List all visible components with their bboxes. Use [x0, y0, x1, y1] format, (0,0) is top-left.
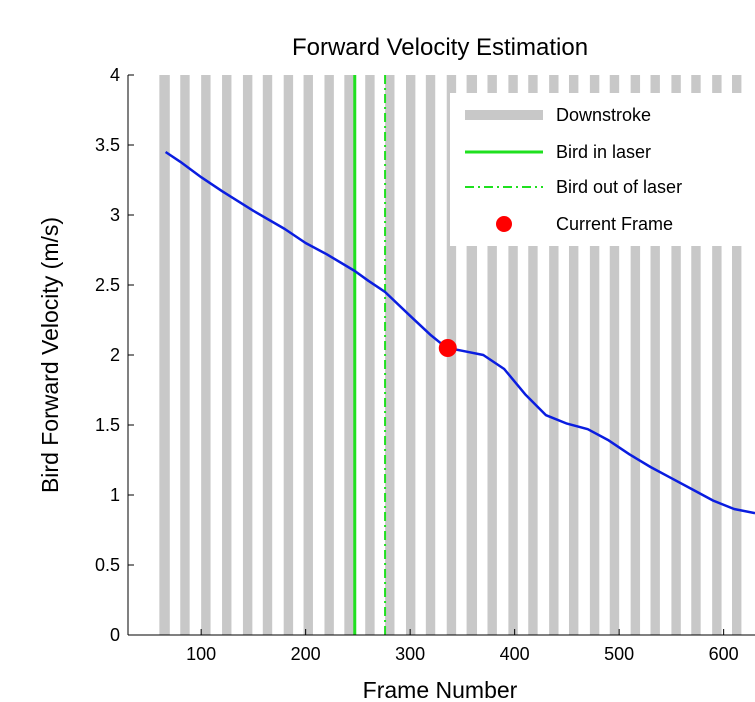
x-tick-label: 200	[291, 644, 321, 664]
downstroke-band	[650, 75, 660, 635]
downstroke-band	[201, 75, 211, 635]
downstroke-band	[549, 75, 559, 635]
chart-title: Forward Velocity Estimation	[292, 34, 588, 61]
downstroke-band	[466, 75, 478, 635]
downstroke-band	[405, 75, 416, 635]
downstroke-band	[262, 75, 273, 635]
downstroke-band	[303, 75, 313, 635]
downstroke-band	[508, 75, 518, 635]
y-tick-label: 1	[110, 485, 120, 505]
downstroke-band	[242, 75, 253, 635]
y-tick-label: 3	[110, 205, 120, 225]
downstroke-band	[385, 75, 395, 635]
downstroke-band	[425, 75, 436, 635]
downstroke-band	[528, 75, 538, 635]
x-tick-label: 500	[604, 644, 634, 664]
downstroke-band	[344, 75, 354, 635]
downstroke-band	[159, 75, 170, 635]
downstroke-band	[671, 75, 681, 635]
legend-label: Downstroke	[556, 105, 651, 125]
current-frame-layer	[438, 339, 457, 357]
current-frame-marker	[438, 339, 457, 357]
x-tick-label: 100	[186, 644, 216, 664]
downstroke-band	[283, 75, 294, 635]
y-tick-label: 0.5	[95, 555, 120, 575]
y-tick-label: 3.5	[95, 135, 120, 155]
y-tick-label: 4	[110, 65, 120, 85]
downstroke-band	[180, 75, 190, 635]
x-tick-label: 600	[709, 644, 739, 664]
x-axis-label: Frame Number	[363, 677, 518, 702]
legend-label: Bird in laser	[556, 142, 651, 162]
legend-label: Bird out of laser	[556, 177, 682, 197]
downstroke-band	[589, 75, 600, 635]
downstroke-band	[712, 75, 722, 635]
legend-swatch-downstroke	[465, 110, 543, 120]
downstroke-bands	[159, 75, 742, 635]
laser-lines	[353, 75, 387, 635]
downstroke-band	[732, 75, 742, 635]
y-tick-label: 1.5	[95, 415, 120, 435]
x-tick-label: 400	[500, 644, 530, 664]
legend-label: Current Frame	[556, 214, 673, 234]
y-tick-label: 2.5	[95, 275, 120, 295]
downstroke-band	[324, 75, 334, 635]
downstroke-band	[487, 75, 497, 635]
downstroke-band	[609, 75, 620, 635]
downstroke-band	[691, 75, 701, 635]
downstroke-band	[630, 75, 641, 635]
y-tick-label: 0	[110, 625, 120, 645]
downstroke-band	[222, 75, 232, 635]
tick-marks: 0 0.5 1 1.5 2 2.5 3 3.5 4 100 200 300 400 500 600	[95, 65, 739, 664]
y-axis-label: Bird Forward Velocity (m/s)	[37, 217, 63, 493]
downstroke-band	[568, 75, 579, 635]
x-tick-label: 300	[395, 644, 425, 664]
downstroke-band	[365, 75, 375, 635]
legend-swatch-current-frame	[496, 216, 512, 232]
legend: Downstroke Bird in laser Bird out of laser…	[450, 93, 755, 246]
y-tick-label: 2	[110, 345, 120, 365]
